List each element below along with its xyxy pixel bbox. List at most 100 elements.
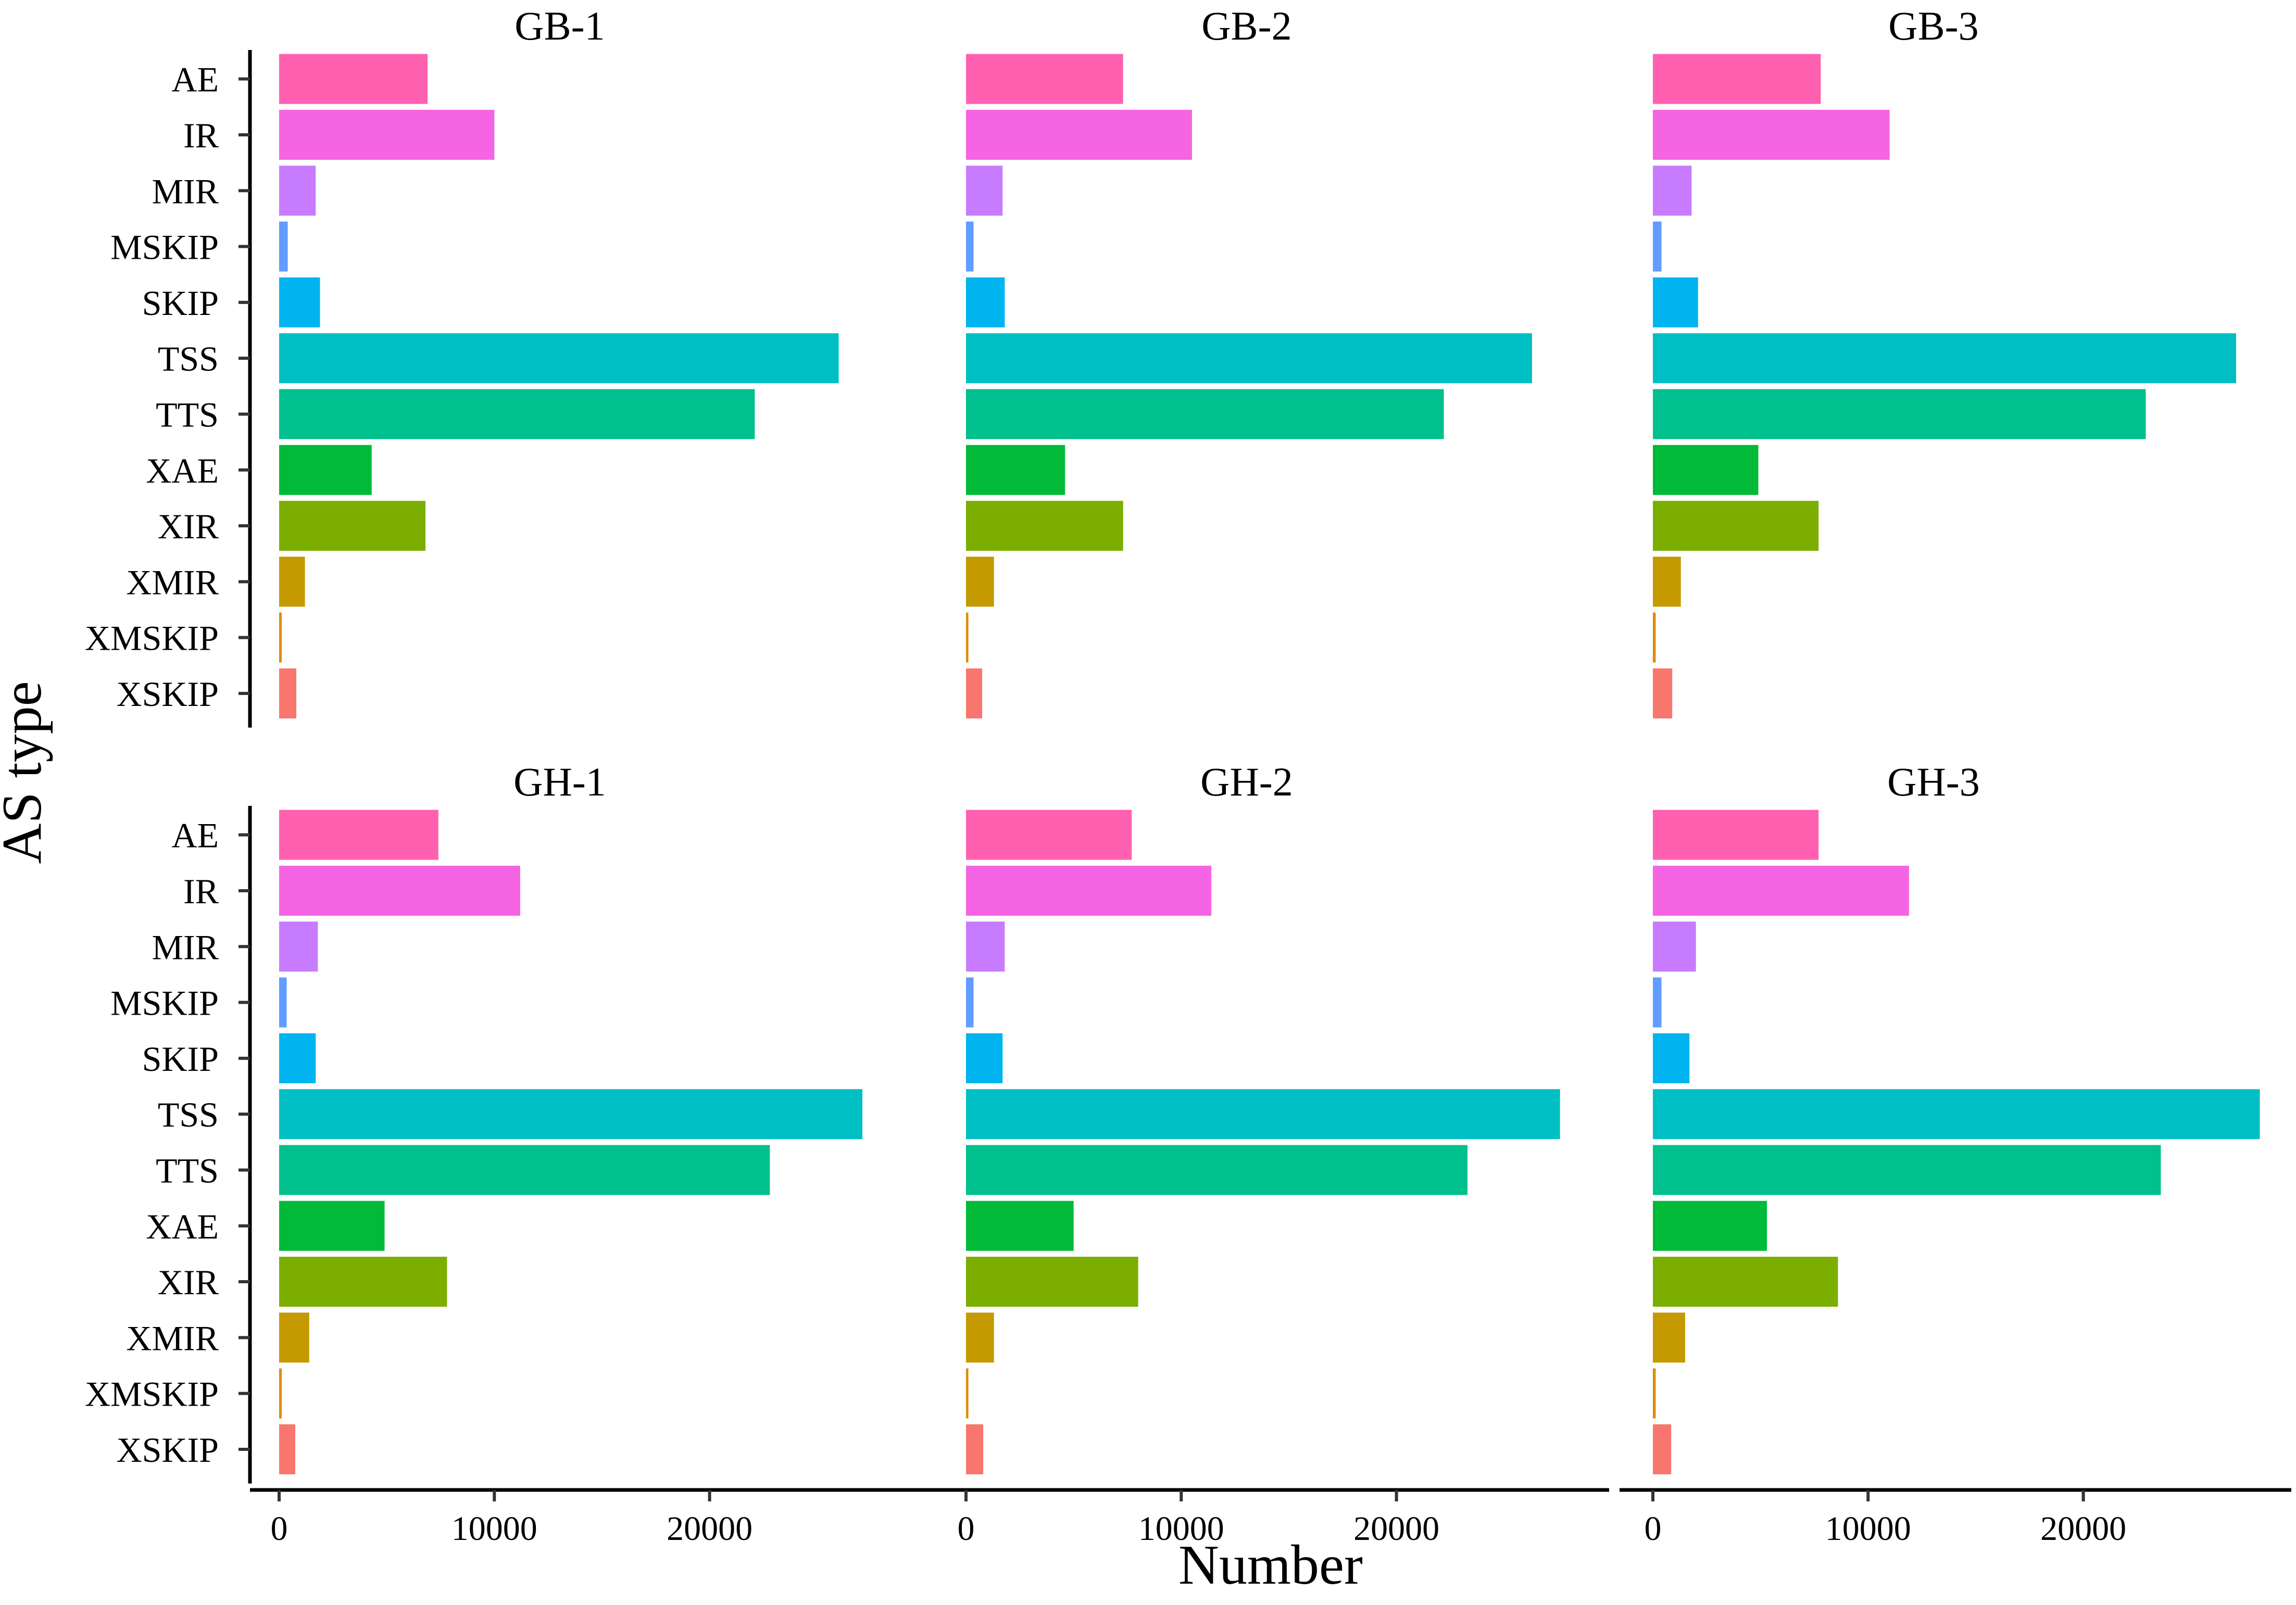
bar-gh-1-skip <box>279 1033 316 1083</box>
panel-title-gh-1: GH-1 <box>513 759 606 804</box>
panel-title-gb-2: GB-2 <box>1201 3 1291 48</box>
y-tick-label-tts-row-1: TTS <box>156 395 219 434</box>
bar-gh-1-xir <box>279 1257 447 1307</box>
bar-gh-3-ae <box>1653 810 1819 860</box>
bar-gh-1-ir <box>279 865 520 916</box>
bar-gb-1-tts <box>279 389 755 439</box>
bar-gb-3-mskip <box>1653 221 1662 272</box>
y-tick-label-xae-row-1: XAE <box>146 451 219 490</box>
bar-gb-1-ae <box>279 54 428 104</box>
x-tick-label-20000-col-1: 20000 <box>667 1510 752 1548</box>
bar-gb-3-xmskip <box>1653 612 1656 663</box>
x-tick-label-10000-col-1: 10000 <box>451 1510 537 1548</box>
y-tick-label-xmskip-row-2: XMSKIP <box>85 1374 219 1414</box>
y-tick-label-skip-row-2: SKIP <box>142 1039 219 1079</box>
bar-gh-2-xir <box>966 1257 1138 1307</box>
y-tick-label-ir-row-1: IR <box>183 116 219 155</box>
bar-gb-3-xskip <box>1653 668 1673 718</box>
bar-gb-3-xmir <box>1653 557 1681 607</box>
bar-gh-1-mir <box>279 921 318 972</box>
bar-gh-2-ae <box>966 810 1132 860</box>
bar-gh-3-xskip <box>1653 1424 1672 1474</box>
bar-gh-1-xmskip <box>279 1368 282 1419</box>
bar-gh-3-mskip <box>1653 977 1662 1028</box>
bar-gh-2-xmskip <box>966 1368 969 1419</box>
bar-gh-3-skip <box>1653 1033 1690 1083</box>
y-tick-label-mskip-row-1: MSKIP <box>110 228 219 267</box>
bar-gh-1-xskip <box>279 1424 295 1474</box>
bar-gh-3-xir <box>1653 1257 1838 1307</box>
y-tick-label-skip-row-1: SKIP <box>142 283 219 323</box>
bar-gb-2-ae <box>966 54 1123 104</box>
bar-gb-2-xskip <box>966 668 982 718</box>
bar-gb-2-xae <box>966 445 1065 495</box>
bar-gh-2-ir <box>966 865 1212 916</box>
bar-gb-1-xae <box>279 445 372 495</box>
bar-gh-2-tts <box>966 1145 1467 1195</box>
bar-gb-3-skip <box>1653 277 1698 327</box>
bar-gb-2-xmir <box>966 557 994 607</box>
bar-gb-2-mir <box>966 166 1003 216</box>
y-tick-label-tts-row-2: TTS <box>156 1151 219 1190</box>
bar-gb-1-mir <box>279 166 316 216</box>
y-tick-label-ae-row-1: AE <box>171 60 219 99</box>
bar-gb-2-xir <box>966 501 1123 551</box>
bar-gb-3-mir <box>1653 166 1692 216</box>
y-tick-label-xir-row-2: XIR <box>158 1262 219 1302</box>
bar-gh-2-xae <box>966 1200 1074 1251</box>
bar-gh-1-xmir <box>279 1312 309 1363</box>
y-tick-label-tss-row-2: TSS <box>158 1095 219 1134</box>
y-tick-label-ir-row-2: IR <box>183 871 219 911</box>
bar-gh-1-tts <box>279 1145 770 1195</box>
panel-title-gh-3: GH-3 <box>1887 759 1980 804</box>
y-tick-label-xmir-row-2: XMIR <box>126 1318 219 1358</box>
y-tick-label-mir-row-2: MIR <box>152 927 219 967</box>
bar-gb-1-tss <box>279 333 839 384</box>
x-tick-label-10000-col-2: 10000 <box>1138 1510 1224 1548</box>
bar-gh-3-xmir <box>1653 1312 1685 1363</box>
x-axis-title: Number <box>1178 1534 1363 1596</box>
bar-gh-2-mir <box>966 921 1005 972</box>
y-tick-label-tss-row-1: TSS <box>158 339 219 378</box>
bar-gb-1-skip <box>279 277 320 327</box>
bar-gb-3-tss <box>1653 333 2237 384</box>
bar-gh-2-mskip <box>966 977 974 1028</box>
y-tick-label-xskip-row-1: XSKIP <box>117 674 219 714</box>
bar-gb-2-tts <box>966 389 1444 439</box>
bar-gh-2-skip <box>966 1033 1003 1083</box>
bar-gb-3-ir <box>1653 109 1890 160</box>
panel-title-gb-3: GB-3 <box>1888 3 1978 48</box>
bar-gh-1-mskip <box>279 977 287 1028</box>
bar-gb-1-xir <box>279 501 426 551</box>
bar-gh-3-xae <box>1653 1200 1767 1251</box>
x-tick-label-0-col-2: 0 <box>958 1510 975 1548</box>
bar-gh-2-xmir <box>966 1312 994 1363</box>
bar-gb-1-xskip <box>279 668 297 718</box>
bar-gh-2-tss <box>966 1089 1560 1140</box>
y-tick-label-xae-row-2: XAE <box>146 1207 219 1246</box>
bar-gb-3-tts <box>1653 389 2146 439</box>
x-tick-label-0-col-1: 0 <box>271 1510 288 1548</box>
y-tick-label-mskip-row-2: MSKIP <box>110 983 219 1023</box>
bar-gh-1-ae <box>279 810 438 860</box>
bar-gb-2-xmskip <box>966 612 969 663</box>
bar-gh-1-tss <box>279 1089 863 1140</box>
bar-gb-1-mskip <box>279 221 288 272</box>
panel-title-gh-2: GH-2 <box>1200 759 1293 804</box>
x-tick-label-0-col-3: 0 <box>1645 1510 1662 1548</box>
bar-gb-1-xmskip <box>279 612 282 663</box>
bar-gb-1-ir <box>279 109 495 160</box>
bar-gb-2-ir <box>966 109 1192 160</box>
y-tick-label-xskip-row-2: XSKIP <box>117 1430 219 1470</box>
y-tick-label-xmskip-row-1: XMSKIP <box>85 618 219 658</box>
y-tick-label-mir-row-1: MIR <box>152 171 219 211</box>
x-tick-label-20000-col-3: 20000 <box>2040 1510 2126 1548</box>
y-tick-label-xmir-row-1: XMIR <box>126 562 219 602</box>
bar-gb-3-xir <box>1653 501 1819 551</box>
bar-gb-1-xmir <box>279 557 305 607</box>
bar-gb-3-xae <box>1653 445 1759 495</box>
x-tick-label-20000-col-2: 20000 <box>1353 1510 1439 1548</box>
bar-gh-3-xmskip <box>1653 1368 1656 1419</box>
y-tick-label-ae-row-2: AE <box>171 816 219 855</box>
